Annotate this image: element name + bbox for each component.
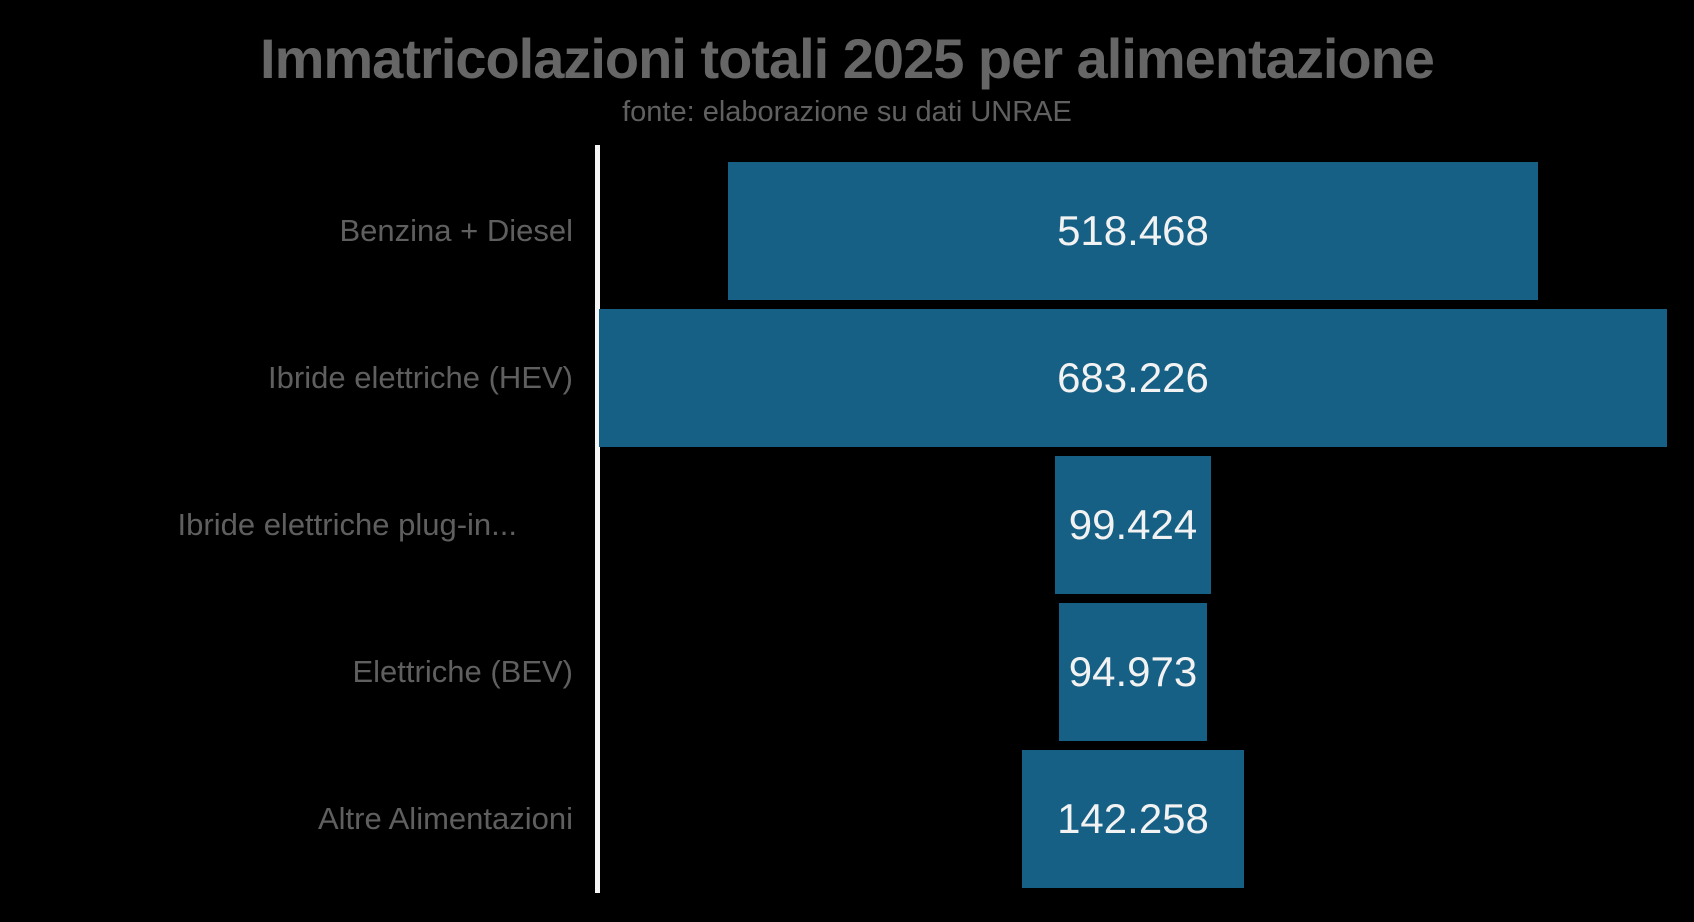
vertical-axis-line (595, 145, 600, 893)
chart-subtitle: fonte: elaborazione su dati UNRAE (622, 96, 1072, 128)
plot-area: Benzina + Diesel 518.468 Ibride elettriche… (0, 145, 1694, 893)
value-label: 99.424 (1068, 500, 1198, 548)
value-label: 142.258 (1057, 795, 1209, 843)
chart-title: Immatricolazioni totali 2025 per aliment… (260, 27, 1435, 90)
funnel-row: Benzina + Diesel 518.468 (0, 157, 1694, 304)
bar-zone: 518.468 (599, 161, 1667, 300)
funnel-row: Ibride elettriche plug-in... 99.424 (0, 451, 1694, 598)
funnel-row: Ibride elettriche (HEV) 683.226 (0, 304, 1694, 451)
funnel-bar: 94.973 (1058, 603, 1208, 742)
value-label: 683.226 (1057, 353, 1209, 401)
funnel-bar: 142.258 (1021, 750, 1245, 889)
value-label: 518.468 (1057, 206, 1209, 254)
funnel-bar: 99.424 (1055, 455, 1211, 594)
category-label: Elettriche (BEV) (352, 654, 573, 690)
category-label: Ibride elettriche (HEV) (268, 359, 573, 395)
bar-zone: 142.258 (599, 750, 1667, 889)
bar-zone: 683.226 (599, 308, 1667, 447)
funnel-bar: 518.468 (727, 161, 1539, 300)
funnel-bar: 683.226 (599, 308, 1667, 447)
funnel-row: Elettriche (BEV) 94.973 (0, 599, 1694, 746)
value-label: 94.973 (1068, 648, 1198, 696)
funnel-rows: Benzina + Diesel 518.468 Ibride elettriche… (0, 157, 1694, 893)
funnel-row: Altre Alimentazioni 142.258 (0, 746, 1694, 893)
bar-zone: 94.973 (599, 603, 1667, 742)
category-label: Benzina + Diesel (339, 212, 574, 248)
category-label: Ibride elettriche plug-in... (177, 506, 517, 542)
category-label: Altre Alimentazioni (317, 801, 573, 837)
bar-zone: 99.424 (599, 455, 1667, 594)
